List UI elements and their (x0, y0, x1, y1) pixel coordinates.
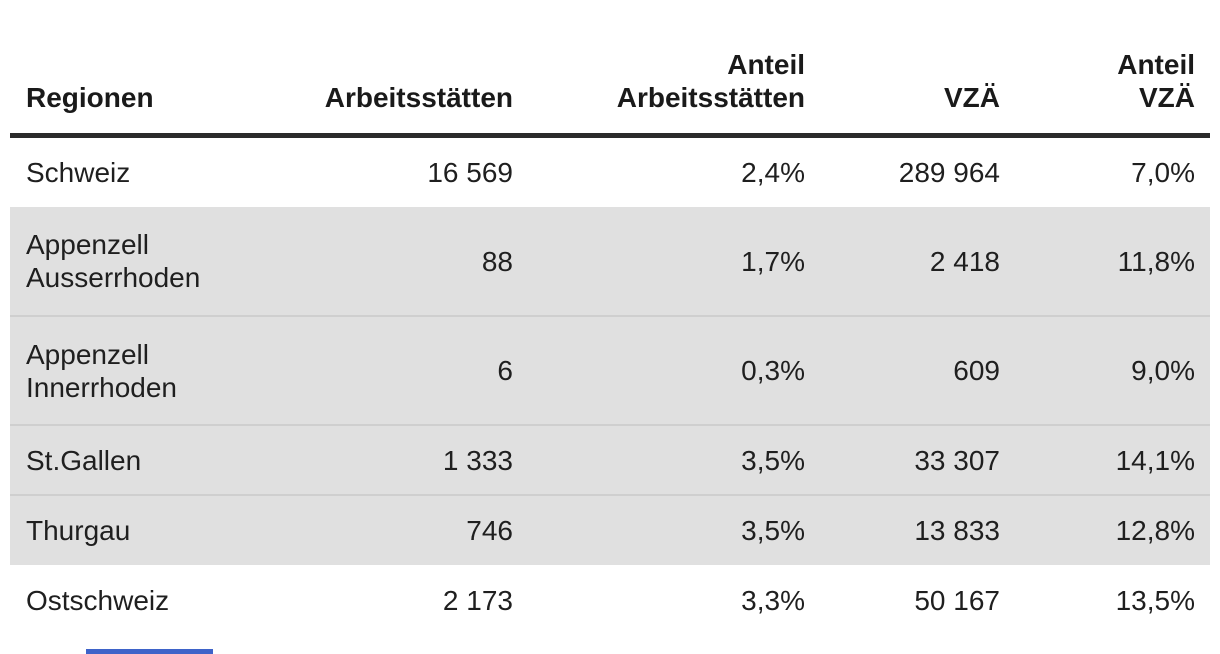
cell-ast: 88 (481, 245, 513, 277)
column-header-line: VZÄ (1139, 81, 1195, 113)
cell-region: Thurgau (10, 494, 260, 565)
cell-vza: 33 307 (805, 424, 1000, 495)
column-header-line: Anteil (1117, 48, 1195, 80)
table-row: Schweiz 16 569 2,4% 289 964 7,0% (10, 135, 1210, 207)
cell-ast: 746 (260, 494, 513, 565)
column-header-ant_ast: Anteil Arbeitsstätten (513, 0, 805, 138)
cell-ant_vza: 11,8% (1117, 245, 1195, 277)
cell-ast: 2 173 (442, 584, 513, 616)
table-row: Thurgau 746 3,5% 13 833 12,8% (10, 494, 1210, 565)
cell-ant_vza: 7,0% (1131, 156, 1195, 188)
cell-region: Appenzell Innerrhoden (10, 315, 260, 425)
cell-vza: 2 418 (929, 245, 1000, 277)
cell-ant_ast: 3,3% (741, 584, 805, 616)
cell-vza: 13 833 (805, 494, 1000, 565)
table-body: Schweiz 16 569 2,4% 289 964 7,0% Appenzell Au… (10, 135, 1210, 635)
cell-ant_vza: 12,8% (1000, 494, 1210, 565)
cell-vza: 50 167 (914, 584, 1000, 616)
column-header-ast: Arbeitsstätten (260, 0, 513, 138)
column-header-line: VZÄ (944, 81, 1000, 113)
regions-statistics-table-wrap: Regionen Arbeitsstätten Anteil Arbeitsstätt… (10, 0, 1210, 635)
column-header-line: Anteil (727, 48, 805, 80)
cell-region: St.Gallen (10, 424, 260, 495)
cell-ant_vza: 14,1% (1000, 424, 1210, 495)
cell-vza: 289 964 (898, 156, 1000, 188)
cell-vza: 609 (805, 315, 1000, 425)
column-header-region: Regionen (10, 0, 260, 138)
cell-ant_vza: 9,0% (1000, 315, 1210, 425)
cell-ast: 16 569 (427, 156, 513, 188)
cell-region: Schweiz (26, 156, 131, 188)
cell-ant_ast: 3,5% (513, 424, 805, 495)
column-header-line: Arbeitsstätten (616, 81, 805, 113)
cell-ant_ast: 3,5% (513, 494, 805, 565)
cell-ast: 1 333 (260, 424, 513, 495)
table-row: St.Gallen 1 333 3,5% 33 307 14,1% (10, 424, 1210, 495)
clipped-blue-bar (86, 649, 213, 654)
column-header-ant_vza: Anteil VZÄ (1000, 0, 1210, 138)
cell-ant_ast: 1,7% (741, 245, 805, 277)
table-row: Appenzell Innerrhoden 6 0,3% 609 9,0% (10, 315, 1210, 425)
table-header-row: Regionen Arbeitsstätten Anteil Arbeitsstätt… (10, 0, 1210, 138)
cell-region: Appenzell Ausserrhoden (26, 229, 201, 293)
cell-ant_ast: 0,3% (513, 315, 805, 425)
column-header-line: Arbeitsstätten (324, 81, 513, 113)
table-row: Appenzell Ausserrhoden 88 1,7% 2 418 11,8% (10, 207, 1210, 316)
regions-statistics-table: Regionen Arbeitsstätten Anteil Arbeitsstätt… (10, 0, 1210, 635)
table-row: Ostschweiz 2 173 3,3% 50 167 13,5% (10, 565, 1210, 635)
cell-region: Ostschweiz (26, 584, 170, 616)
column-header-line: Regionen (26, 81, 154, 113)
table-header: Regionen Arbeitsstätten Anteil Arbeitsstätt… (10, 0, 1210, 138)
column-header-vza: VZÄ (805, 0, 1000, 138)
cell-ant_ast: 2,4% (741, 156, 805, 188)
cell-ant_vza: 13,5% (1115, 584, 1195, 616)
cell-ast: 6 (260, 315, 513, 425)
